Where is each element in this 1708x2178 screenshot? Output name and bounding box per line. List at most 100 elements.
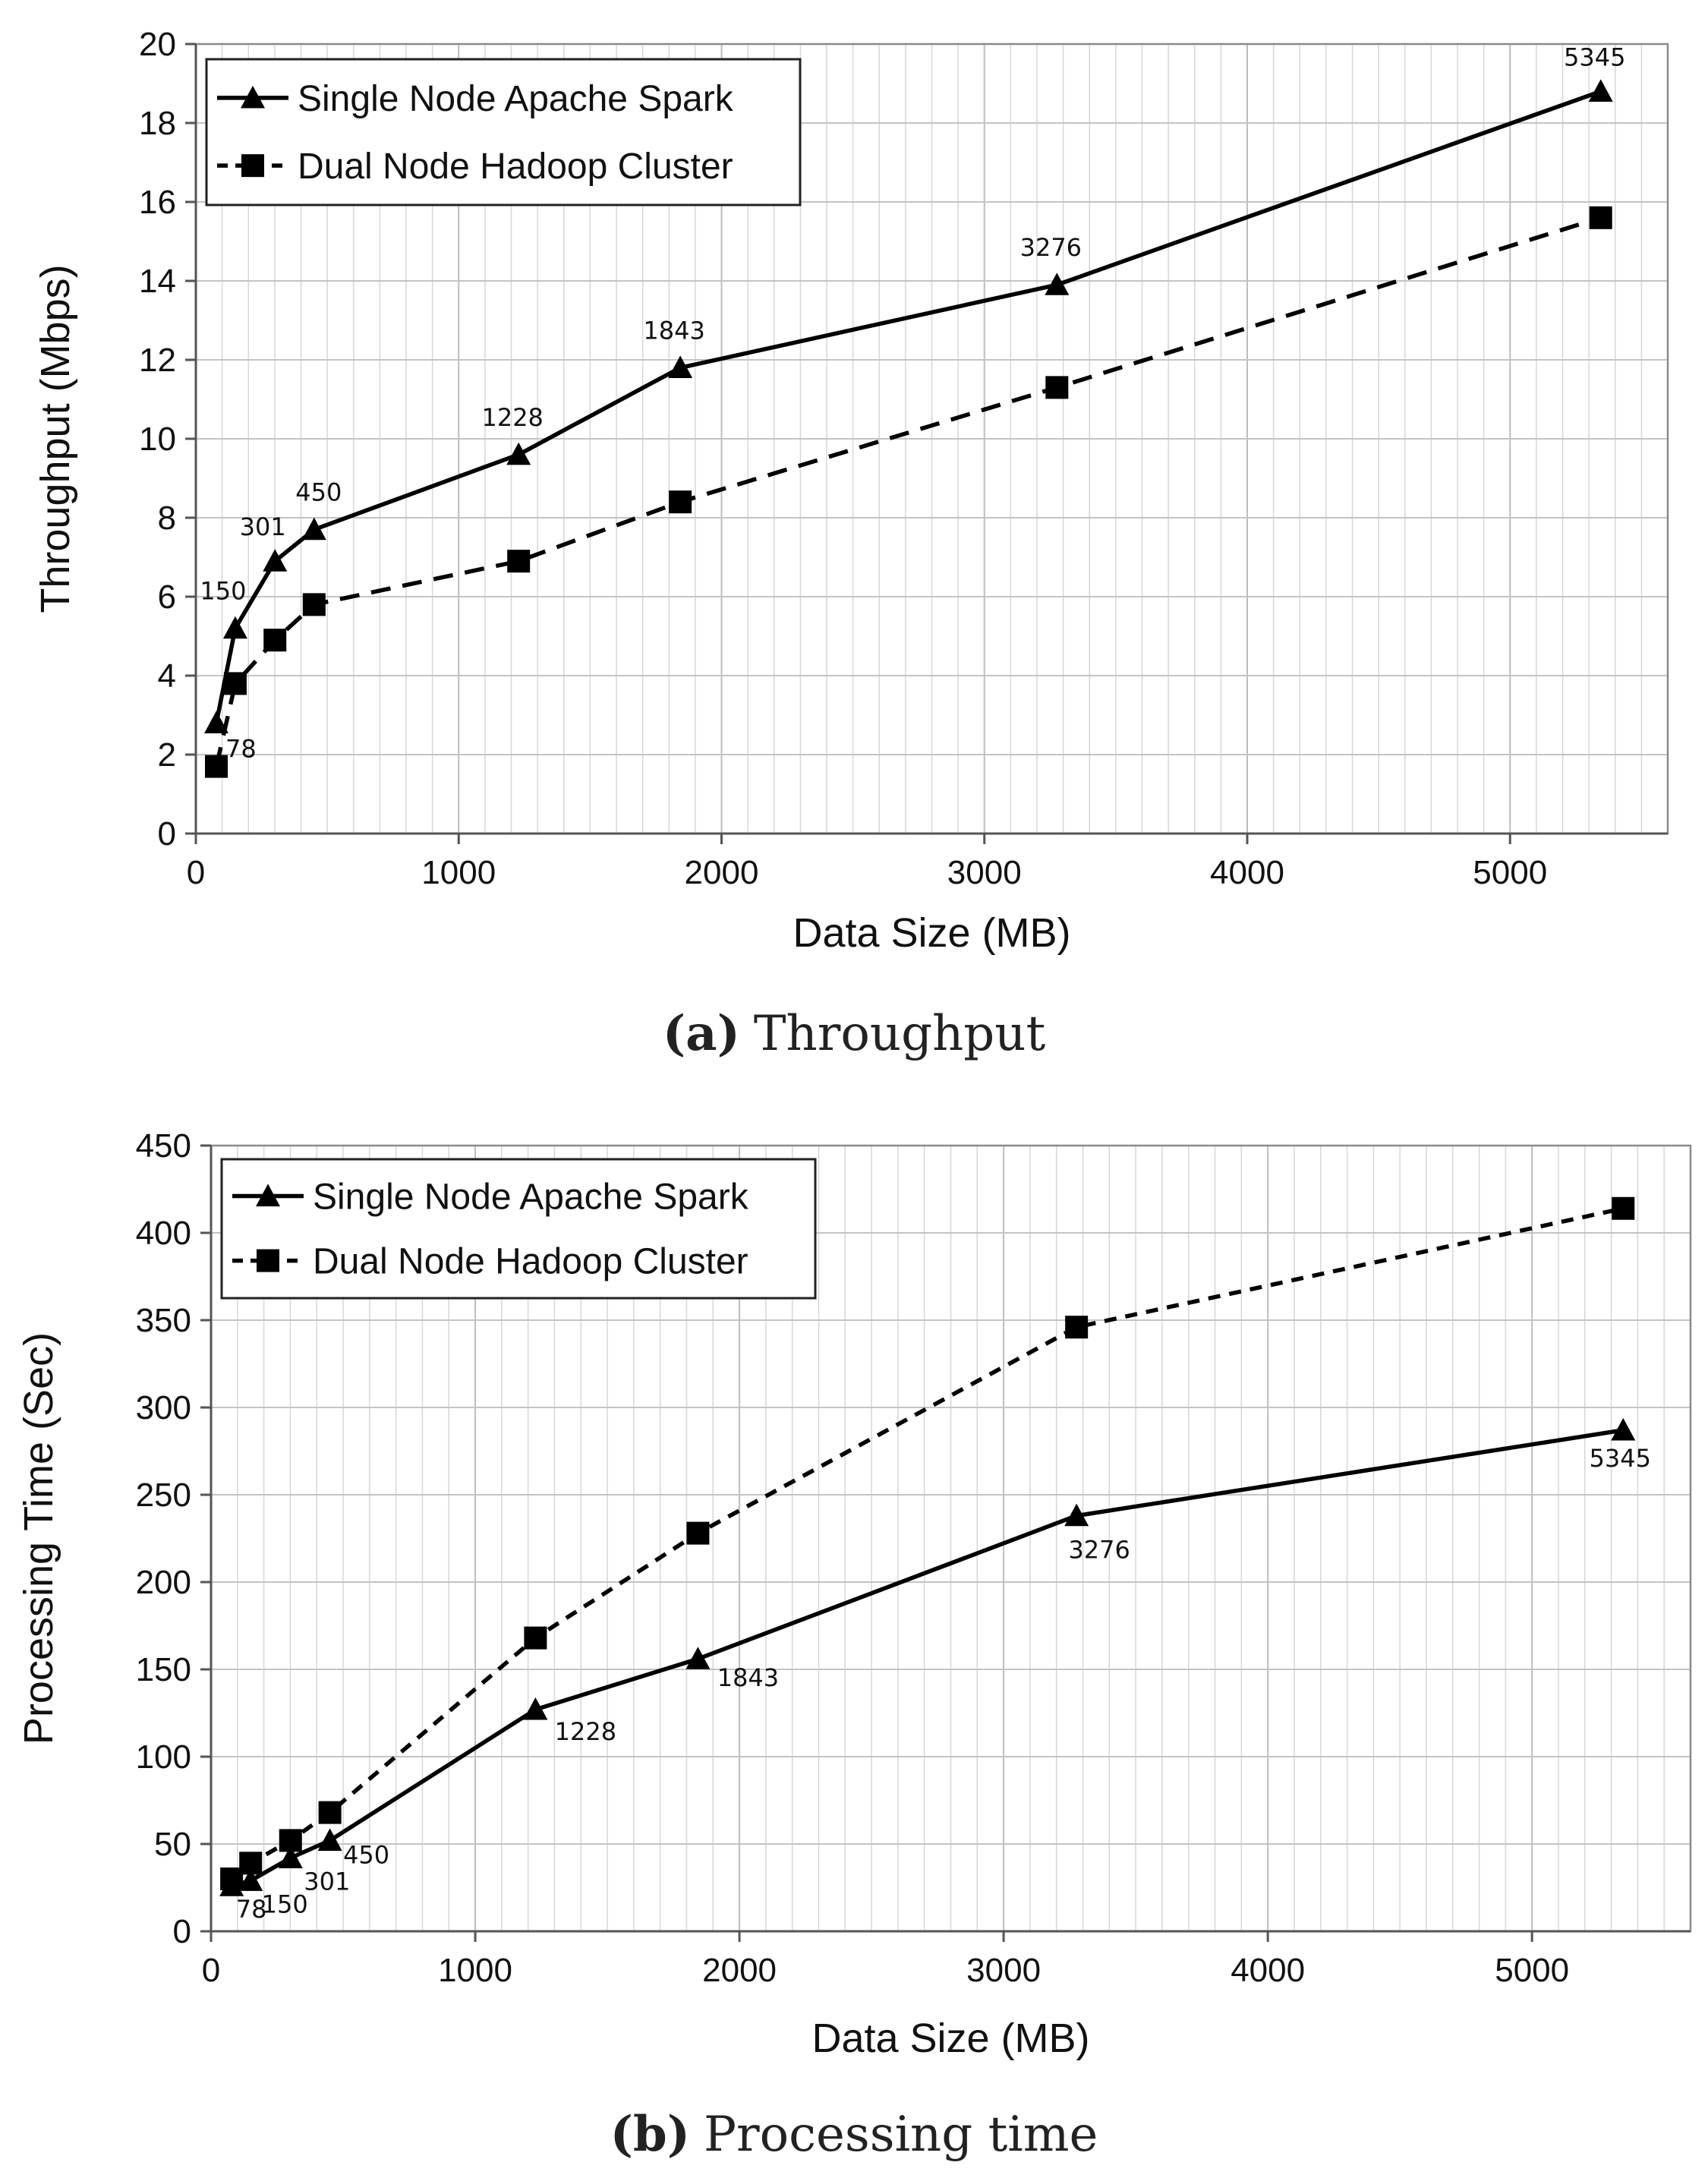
- data-label: 3276: [1068, 1536, 1130, 1565]
- y-tick-label: 0: [173, 1913, 191, 1950]
- data-label: 3276: [1020, 233, 1082, 262]
- square-marker: [1065, 1316, 1089, 1339]
- triangle-marker: [523, 1697, 548, 1720]
- triangle-marker: [238, 1868, 263, 1891]
- data-label: 1843: [643, 316, 704, 345]
- legend-label: Dual Node Hadoop Cluster: [298, 147, 733, 187]
- y-tick-label: 4: [158, 657, 176, 695]
- square-marker: [263, 629, 287, 652]
- y-tick-label: 300: [136, 1389, 191, 1426]
- x-tick-label: 3000: [947, 854, 1022, 891]
- y-tick-label: 0: [158, 815, 176, 853]
- x-tick-label: 3000: [966, 1952, 1041, 1989]
- y-tick-label: 450: [136, 1127, 191, 1165]
- y-tick-label: 14: [139, 263, 176, 300]
- data-label: 78: [236, 1895, 267, 1924]
- triangle-marker: [685, 1647, 711, 1669]
- y-tick-label: 18: [139, 105, 176, 142]
- data-label: 1843: [717, 1663, 779, 1692]
- legend-label: Dual Node Hadoop Cluster: [313, 1242, 748, 1282]
- y-tick-label: 400: [136, 1215, 191, 1252]
- legend-box: [220, 1158, 817, 1300]
- data-label: 1228: [555, 1717, 616, 1746]
- square-marker: [1045, 376, 1069, 399]
- triangle-marker: [301, 517, 326, 541]
- square-marker: [223, 672, 247, 695]
- legend-square-marker: [241, 154, 264, 178]
- data-label: 301: [240, 512, 286, 541]
- square-marker: [279, 1829, 302, 1852]
- square-marker: [220, 1868, 244, 1890]
- square-marker: [1612, 1196, 1635, 1220]
- data-label: 301: [304, 1867, 350, 1896]
- triangle-marker: [222, 616, 247, 639]
- x-tick-label: 0: [187, 854, 205, 891]
- triangle-marker: [1045, 273, 1070, 295]
- square-marker: [524, 1626, 547, 1650]
- legend-square-marker: [257, 1249, 279, 1272]
- x-tick-label: 1000: [438, 1952, 512, 1989]
- series-line: [214, 216, 1602, 768]
- caption-text: Processing time: [704, 2107, 1098, 2163]
- x-tick-label: 2000: [685, 854, 759, 891]
- y-tick-label: 16: [139, 184, 176, 221]
- x-tick-label: 2000: [702, 1952, 777, 1989]
- legend-triangle-marker: [256, 1184, 280, 1207]
- figure-caption: (b) Processing time: [610, 2106, 1098, 2163]
- y-axis-label: Processing Time (Sec): [16, 1332, 61, 1745]
- horizontal-gridlines: [196, 43, 1668, 755]
- data-label: 150: [262, 1890, 308, 1918]
- processing-time-chart: 0 50 100 150 200 250 300 350 400 450 0 1000 2000 3000…: [16, 1127, 1692, 2163]
- y-tick-label: 250: [136, 1477, 191, 1514]
- series-line: [214, 89, 1602, 723]
- legend: Single Node Apache Spark Dual Node Hadoop…: [220, 1158, 817, 1300]
- series-dual-node-hadoop: [205, 206, 1612, 778]
- triangle-marker: [204, 711, 229, 733]
- legend-label: Single Node Apache Spark: [313, 1177, 749, 1217]
- y-tick-label: 2: [158, 736, 176, 774]
- data-label: 450: [295, 478, 342, 507]
- square-marker: [302, 593, 326, 616]
- square-marker: [507, 550, 531, 573]
- triangle-marker: [263, 549, 288, 572]
- data-label: 5345: [1564, 43, 1625, 71]
- x-tick-label: 0: [202, 1952, 220, 1989]
- x-tick-label: 5000: [1473, 854, 1547, 891]
- x-axis-label: Data Size (MB): [793, 910, 1070, 956]
- data-label: 450: [343, 1840, 389, 1869]
- y-tick-label: 200: [136, 1564, 191, 1601]
- caption-letter: (b): [610, 2106, 690, 2163]
- triangle-marker: [668, 355, 693, 378]
- y-tick-label: 150: [136, 1651, 191, 1688]
- triangle-marker: [1588, 79, 1613, 102]
- y-tick-label: 12: [139, 342, 176, 379]
- triangle-marker: [506, 442, 531, 465]
- series-dual-node-hadoop: [220, 1196, 1635, 1890]
- legend: Single Node Apache Spark Dual Node Hadoop…: [205, 58, 802, 206]
- caption-text: Throughput: [754, 1006, 1046, 1062]
- square-marker: [686, 1521, 710, 1545]
- x-tick-label: 5000: [1495, 1952, 1569, 1989]
- data-label: 78: [225, 734, 257, 763]
- square-marker: [205, 755, 228, 778]
- x-axis-label: Data Size (MB): [811, 2016, 1089, 2061]
- y-tick-label: 50: [154, 1826, 191, 1863]
- triangle-marker: [1611, 1417, 1636, 1441]
- series-line: [231, 1428, 1624, 1888]
- legend-triangle-marker: [241, 85, 265, 109]
- y-axis-label: Throughput (Mbps): [33, 264, 78, 613]
- square-marker: [1589, 206, 1612, 229]
- data-label: 1228: [481, 403, 543, 432]
- figure-caption: (a) Throughput: [663, 1005, 1046, 1062]
- y-tick-label: 350: [136, 1302, 191, 1339]
- throughput-chart: 0 2 4 6 8 10 12 14 16 18 20 0 1000 2000 3000 4000 5000 Da…: [33, 26, 1669, 1062]
- square-marker: [669, 490, 692, 514]
- square-marker: [239, 1852, 263, 1875]
- x-tick-label: 4000: [1231, 1952, 1305, 1989]
- data-label: 5345: [1590, 1444, 1651, 1473]
- y-tick-label: 10: [139, 421, 176, 458]
- triangle-marker: [1064, 1503, 1089, 1527]
